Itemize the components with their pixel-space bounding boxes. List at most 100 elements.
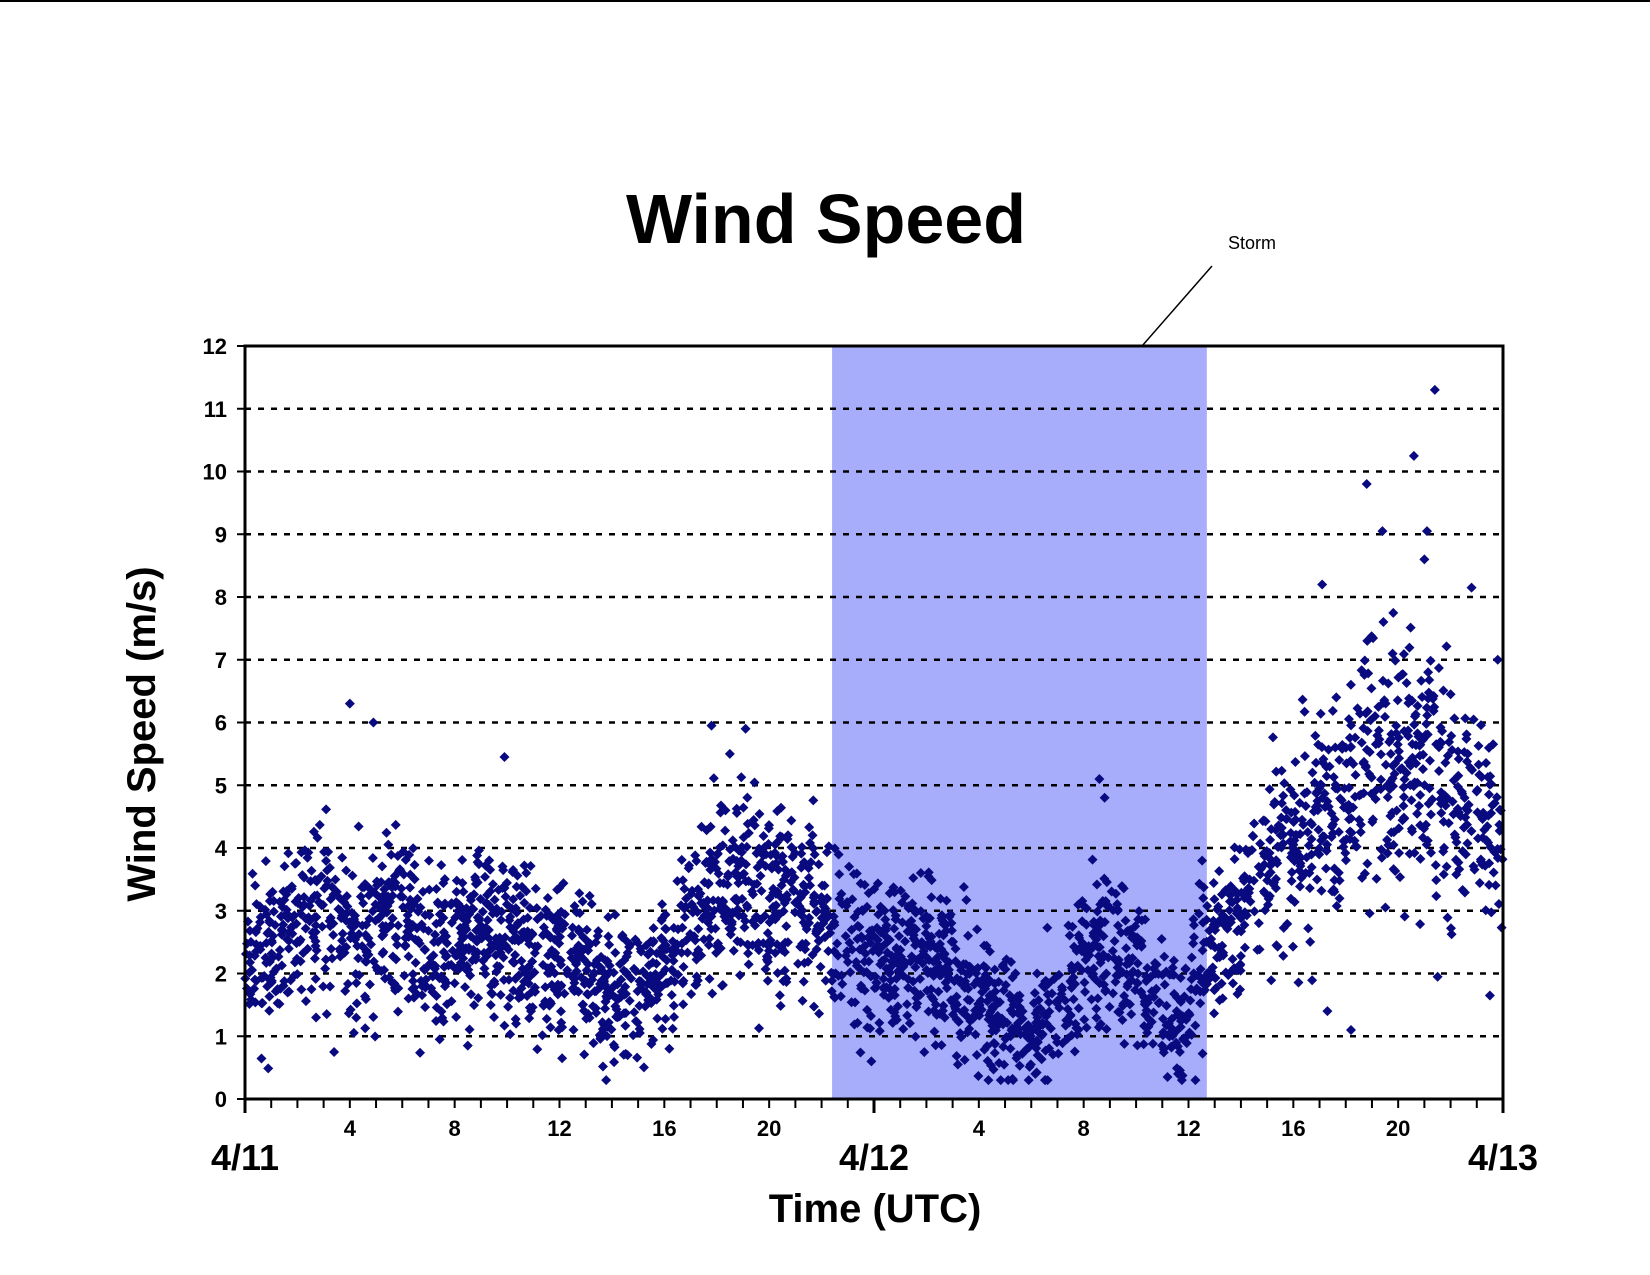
data-point	[500, 891, 511, 902]
data-point	[1172, 1009, 1183, 1020]
data-point	[711, 863, 722, 874]
data-point	[1401, 678, 1412, 689]
data-point	[668, 1000, 679, 1011]
data-point	[1239, 871, 1250, 882]
data-point	[940, 977, 951, 988]
data-point	[1385, 748, 1396, 759]
data-point	[477, 906, 488, 917]
data-point	[851, 957, 862, 968]
data-point	[1202, 901, 1213, 912]
data-point	[725, 844, 736, 855]
data-point	[330, 874, 341, 885]
data-point	[1036, 1054, 1047, 1065]
data-point	[1431, 875, 1442, 886]
data-point	[758, 831, 769, 842]
data-point	[1371, 873, 1382, 884]
data-point	[393, 865, 404, 876]
data-point	[855, 878, 866, 889]
data-point	[946, 918, 957, 929]
data-point	[869, 884, 880, 895]
data-point	[1431, 891, 1442, 902]
data-point	[323, 846, 334, 857]
data-point	[581, 924, 592, 935]
data-point	[1473, 740, 1484, 751]
data-point	[1415, 919, 1426, 930]
data-point	[377, 920, 388, 931]
data-point	[433, 898, 444, 909]
data-point	[702, 903, 713, 914]
data-point	[1013, 995, 1024, 1006]
data-point	[1197, 855, 1208, 866]
data-point	[283, 943, 294, 954]
data-point	[530, 986, 541, 997]
data-point	[273, 951, 284, 962]
data-point	[690, 935, 701, 946]
data-point	[693, 923, 704, 934]
data-point	[510, 1014, 521, 1025]
data-point	[410, 957, 421, 968]
data-point	[1033, 1019, 1044, 1030]
data-point	[1382, 834, 1393, 845]
data-point	[296, 984, 307, 995]
data-point	[767, 859, 778, 870]
data-point	[1191, 983, 1202, 994]
data-point	[1104, 1001, 1115, 1012]
data-point	[1328, 884, 1339, 895]
data-point	[298, 948, 309, 959]
data-point	[1001, 1031, 1012, 1042]
data-point	[1341, 834, 1352, 845]
x-hour-label: 12	[547, 1116, 571, 1141]
data-point	[1027, 1036, 1038, 1047]
data-point	[871, 922, 882, 933]
data-point	[610, 947, 621, 958]
data-point	[803, 872, 814, 883]
data-point	[1447, 796, 1458, 807]
data-point	[1229, 854, 1240, 865]
data-point	[874, 1025, 885, 1036]
data-point	[1440, 757, 1451, 768]
data-point	[1459, 792, 1470, 803]
data-point	[1008, 1075, 1019, 1086]
data-points	[240, 384, 1508, 1086]
data-point	[776, 802, 787, 813]
data-point	[826, 967, 837, 978]
data-point	[796, 842, 807, 853]
data-point	[442, 938, 453, 949]
data-point	[321, 1009, 332, 1020]
data-point	[263, 1063, 274, 1074]
data-point	[1487, 800, 1498, 811]
data-point	[679, 883, 690, 894]
data-point	[1108, 988, 1119, 999]
data-point	[887, 1017, 898, 1028]
data-point	[1235, 950, 1246, 961]
data-point	[731, 807, 742, 818]
data-point	[320, 963, 331, 974]
data-point	[431, 991, 442, 1002]
data-point	[777, 851, 788, 862]
data-point	[1379, 711, 1390, 722]
data-point	[1392, 695, 1403, 706]
y-tick-label: 5	[215, 773, 227, 798]
data-point	[1126, 932, 1137, 943]
data-point	[359, 991, 370, 1002]
data-point	[1282, 918, 1293, 929]
data-point	[638, 1062, 649, 1073]
data-point	[951, 991, 962, 1002]
data-point	[316, 871, 327, 882]
data-point	[477, 931, 488, 942]
data-point	[1266, 824, 1277, 835]
data-point	[870, 971, 881, 982]
data-point	[1214, 866, 1225, 877]
data-point	[381, 907, 392, 918]
data-point	[610, 909, 621, 920]
data-point	[832, 950, 843, 961]
data-point	[1037, 1017, 1048, 1028]
data-point	[1068, 994, 1079, 1005]
data-point	[970, 1029, 981, 1040]
data-point	[775, 1000, 786, 1011]
data-point	[516, 991, 527, 1002]
data-point	[1396, 763, 1407, 774]
data-point	[530, 883, 541, 894]
data-point	[989, 1048, 1000, 1059]
data-point	[497, 861, 508, 872]
